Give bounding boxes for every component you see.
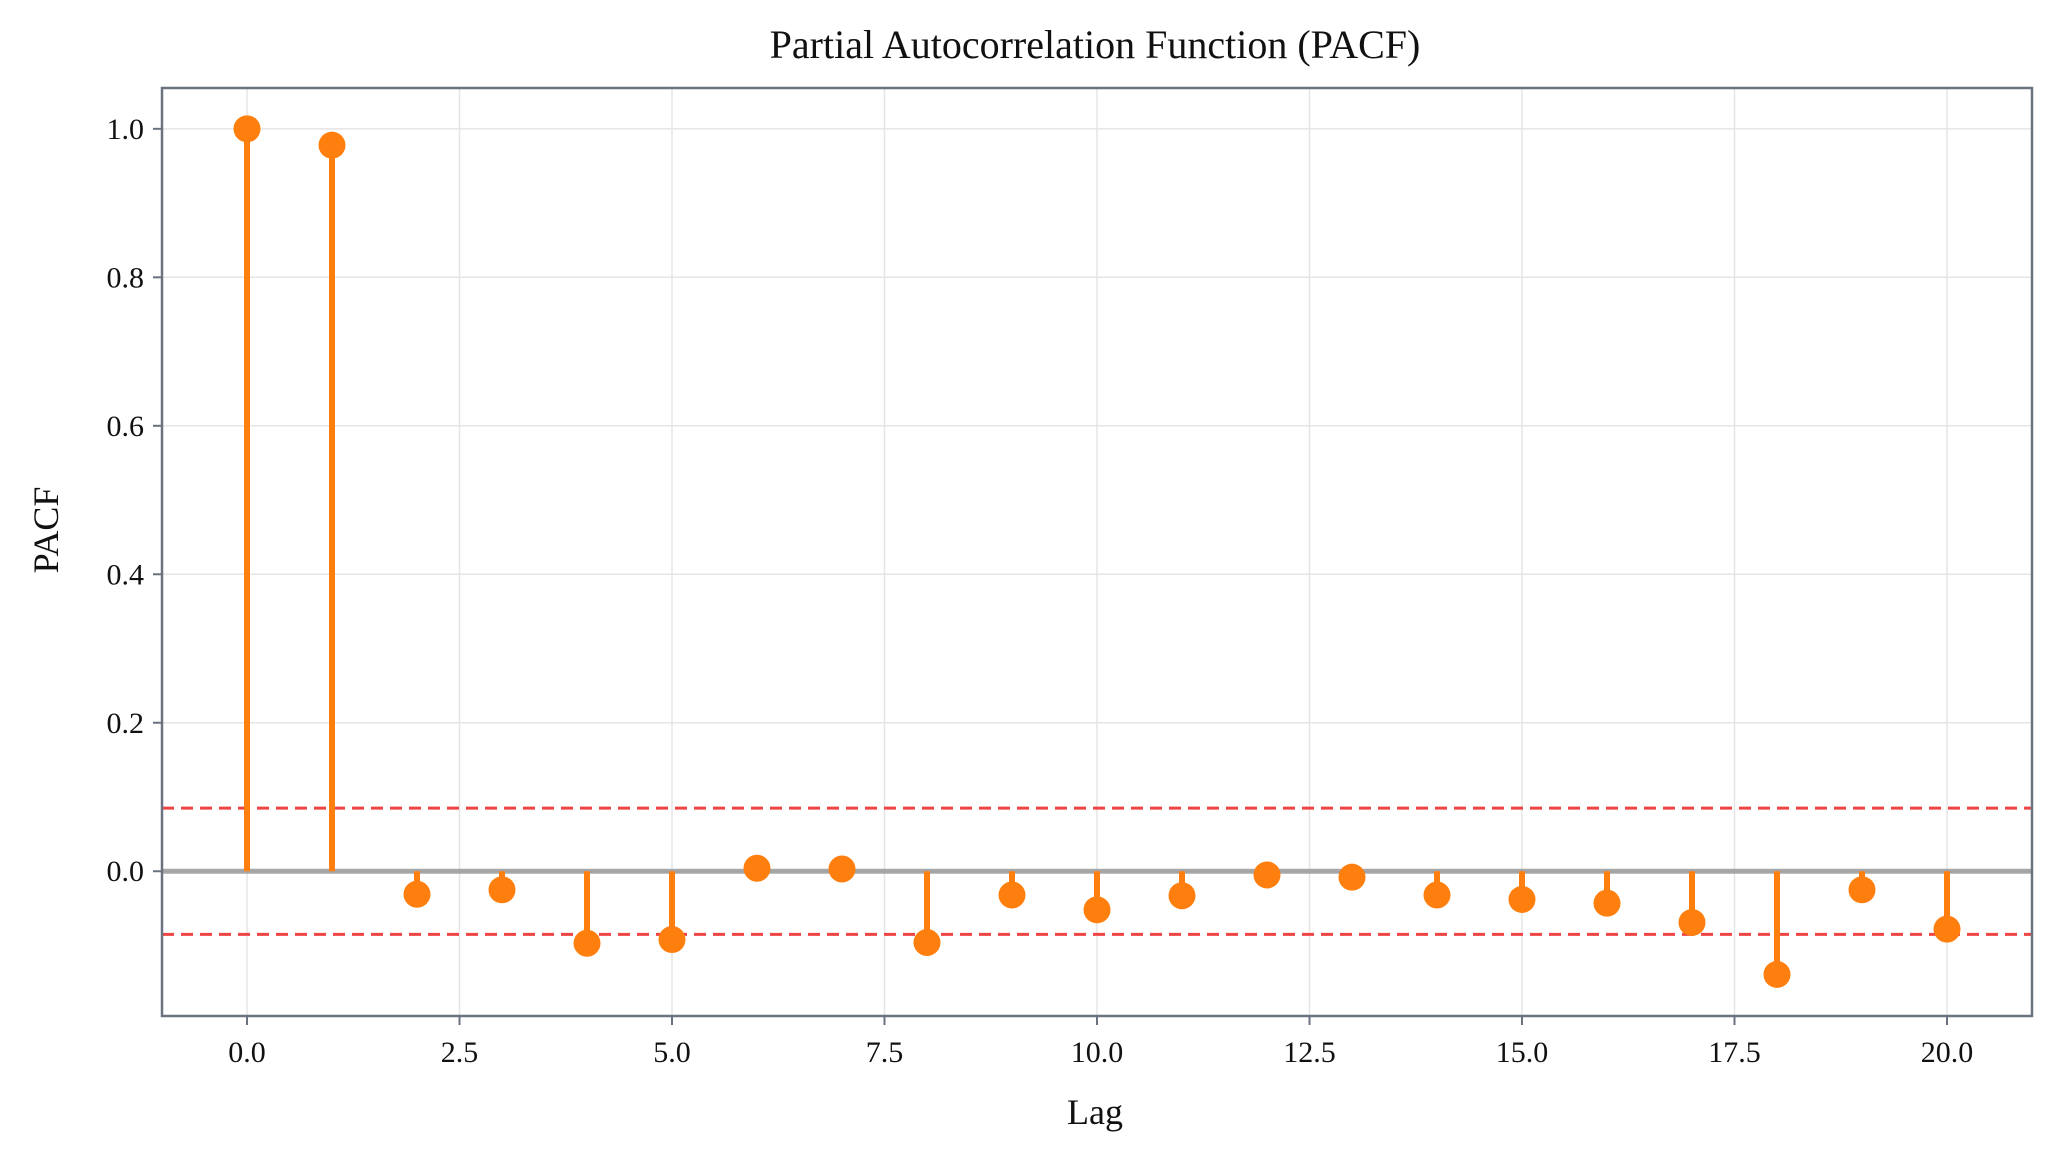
stem-marker-lag-6: [743, 854, 771, 882]
y-tick-label-3: 0.6: [107, 410, 145, 443]
stem-marker-lag-11: [1168, 882, 1196, 910]
y-tick-label-2: 0.4: [107, 558, 145, 591]
x-tick-label-0: 0.0: [228, 1036, 266, 1069]
stem-marker-lag-15: [1508, 885, 1536, 913]
confidence-bands: [162, 806, 2032, 936]
x-tick-label-1: 2.5: [441, 1036, 479, 1069]
stem-marker-lag-7: [828, 855, 856, 883]
y-tick-label-4: 0.8: [107, 261, 145, 294]
stem-marker-lag-9: [998, 881, 1026, 909]
y-axis-ticks: 0.0 0.2 0.4 0.6 0.8 1.0: [107, 113, 162, 888]
stems: [233, 115, 1961, 988]
y-tick-label-1: 0.2: [107, 707, 145, 740]
chart-title: Partial Autocorrelation Function (PACF): [770, 22, 1421, 67]
stem-marker-lag-17: [1678, 908, 1706, 936]
stem-marker-lag-3: [488, 876, 516, 904]
x-tick-label-8: 20.0: [1921, 1036, 1974, 1069]
x-tick-label-3: 7.5: [866, 1036, 904, 1069]
x-axis-label: Lag: [1067, 1092, 1123, 1132]
x-tick-label-5: 12.5: [1283, 1036, 1336, 1069]
x-tick-label-7: 17.5: [1708, 1036, 1761, 1069]
stem-marker-lag-20: [1933, 915, 1961, 943]
x-tick-label-6: 15.0: [1496, 1036, 1549, 1069]
stem-marker-lag-0: [233, 115, 261, 143]
x-tick-label-4: 10.0: [1071, 1036, 1124, 1069]
stem-marker-lag-12: [1253, 861, 1281, 889]
stem-marker-lag-10: [1083, 896, 1111, 924]
stem-marker-lag-19: [1848, 876, 1876, 904]
stem-marker-lag-2: [403, 880, 431, 908]
y-tick-label-5: 1.0: [107, 113, 145, 146]
stem-marker-lag-18: [1763, 960, 1791, 988]
y-tick-label-0: 0.0: [107, 855, 145, 888]
x-axis-ticks: 0.0 2.5 5.0 7.5 10.0 12.5 15.0 17.5 20.0: [228, 1016, 1973, 1069]
stem-marker-lag-16: [1593, 889, 1621, 917]
stem-marker-lag-13: [1338, 863, 1366, 891]
stem-marker-lag-4: [573, 929, 601, 957]
x-tick-label-2: 5.0: [653, 1036, 691, 1069]
stem-marker-lag-8: [913, 929, 941, 957]
y-axis-label: PACF: [26, 487, 66, 574]
stem-marker-lag-14: [1423, 881, 1451, 909]
stem-marker-lag-1: [318, 131, 346, 159]
stem-marker-lag-5: [658, 926, 686, 954]
